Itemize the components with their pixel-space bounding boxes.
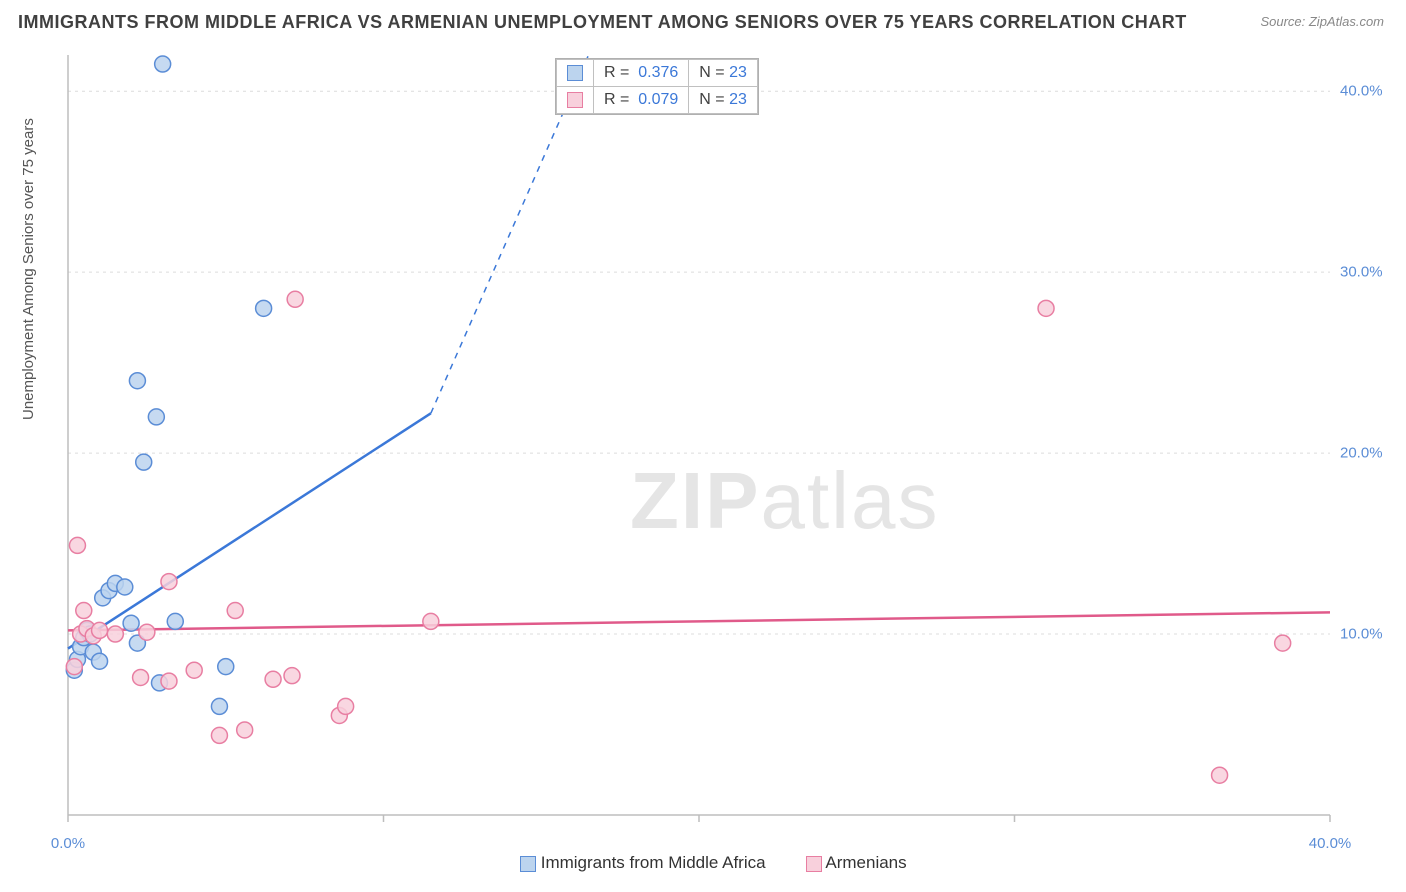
legend-item: Immigrants from Middle Africa bbox=[520, 853, 766, 873]
chart-area: ZIPatlas bbox=[60, 55, 1370, 825]
legend-label: Armenians bbox=[825, 853, 906, 872]
r-value: 0.079 bbox=[638, 91, 678, 108]
y-tick-label: 40.0% bbox=[1340, 83, 1383, 100]
legend-swatch bbox=[806, 856, 822, 872]
legend-swatch bbox=[567, 65, 583, 81]
y-tick-label: 30.0% bbox=[1340, 264, 1383, 281]
n-value: 23 bbox=[729, 91, 747, 108]
legend-label: Immigrants from Middle Africa bbox=[541, 853, 766, 872]
legend-swatch bbox=[567, 92, 583, 108]
chart-title: IMMIGRANTS FROM MIDDLE AFRICA VS ARMENIA… bbox=[18, 12, 1187, 33]
legend-swatch bbox=[520, 856, 536, 872]
y-tick-label: 20.0% bbox=[1340, 445, 1383, 462]
x-tick-label: 0.0% bbox=[51, 835, 85, 852]
x-tick-label: 40.0% bbox=[1309, 835, 1352, 852]
n-label: N = bbox=[699, 64, 724, 81]
r-label: R = bbox=[604, 91, 629, 108]
scatter-plot bbox=[60, 55, 1370, 825]
legend-item: Armenians bbox=[806, 853, 907, 873]
y-tick-label: 10.0% bbox=[1340, 626, 1383, 643]
r-label: R = bbox=[604, 64, 629, 81]
source-attribution: Source: ZipAtlas.com bbox=[1260, 14, 1384, 29]
r-value: 0.376 bbox=[638, 64, 678, 81]
series-legend: Immigrants from Middle Africa Armenians bbox=[520, 853, 947, 873]
n-value: 23 bbox=[729, 64, 747, 81]
correlation-stats-box: R = 0.376 N = 23 R = 0.079 N = 23 bbox=[555, 58, 759, 115]
n-label: N = bbox=[699, 91, 724, 108]
y-axis-label: Unemployment Among Seniors over 75 years bbox=[20, 118, 37, 420]
